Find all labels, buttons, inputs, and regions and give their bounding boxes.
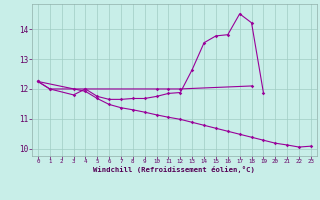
X-axis label: Windchill (Refroidissement éolien,°C): Windchill (Refroidissement éolien,°C) [93, 166, 255, 173]
